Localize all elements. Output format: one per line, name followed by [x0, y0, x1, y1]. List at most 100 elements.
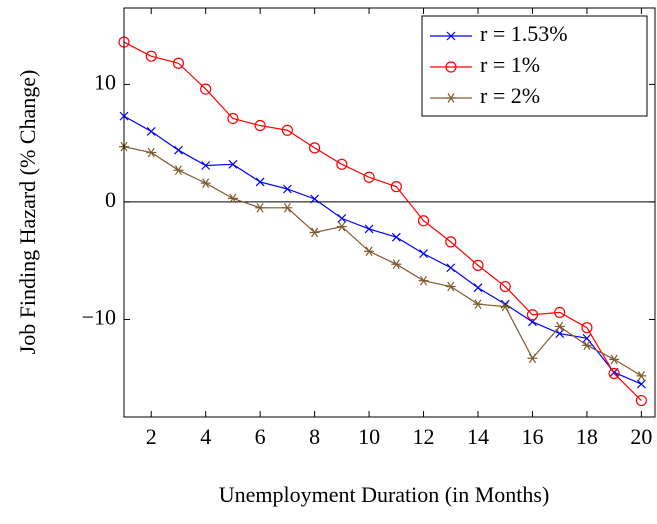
marker-stroke: [256, 202, 264, 213]
legend-marker: [446, 31, 456, 41]
data-point: [309, 142, 321, 154]
data-point: [609, 354, 620, 365]
data-point: [228, 159, 238, 169]
marker-stroke: [365, 246, 373, 257]
marker-stroke: [528, 353, 536, 364]
marker-circle: [445, 61, 457, 73]
legend-marker: [446, 93, 456, 103]
marker-stroke: [610, 354, 618, 365]
data-point: [227, 193, 238, 204]
x-tick-label: 20: [630, 424, 652, 449]
data-point: [499, 280, 511, 293]
data-point: [527, 353, 538, 364]
data-point: [391, 259, 402, 270]
marker-stroke: [311, 227, 319, 238]
marker-circle: [200, 83, 212, 95]
marker-stroke: [501, 301, 509, 312]
marker-stroke: [202, 178, 210, 188]
marker-circle: [390, 181, 402, 193]
x-tick-label: 18: [576, 424, 598, 449]
data-point: [581, 340, 592, 351]
marker-circle: [145, 50, 157, 62]
x-tick-label: 10: [358, 424, 380, 449]
marker-circle: [608, 367, 620, 380]
data-point: [173, 165, 184, 176]
marker-stroke: [420, 275, 428, 286]
marker-stroke: [229, 193, 237, 204]
marker-stroke: [146, 126, 156, 136]
marker-stroke: [282, 184, 292, 194]
data-point: [255, 177, 265, 187]
data-point: [391, 232, 401, 242]
x-tick-label: 12: [413, 424, 435, 449]
data-point: [255, 202, 266, 213]
marker-circle: [554, 306, 566, 318]
data-point: [201, 161, 211, 170]
marker-circle: [172, 57, 185, 69]
data-point: [146, 147, 157, 158]
data-point: [581, 322, 593, 334]
marker-stroke: [310, 194, 320, 204]
x-tick-label: 14: [467, 424, 489, 449]
data-point: [282, 202, 293, 213]
data-point: [445, 236, 457, 248]
marker-stroke: [583, 340, 591, 351]
data-point: [281, 124, 293, 136]
marker-stroke: [147, 147, 155, 158]
data-point: [608, 367, 620, 380]
marker-circle: [581, 322, 593, 334]
data-point: [445, 281, 456, 292]
data-point: [446, 263, 456, 273]
legend-marker: [445, 61, 457, 73]
data-point: [227, 112, 239, 125]
data-point: [554, 321, 565, 332]
marker-stroke: [447, 281, 455, 292]
x-tick-label: 2: [146, 424, 157, 449]
data-point: [172, 57, 185, 69]
marker-stroke: [556, 321, 564, 332]
marker-stroke: [255, 177, 265, 187]
data-point: [174, 145, 183, 155]
x-axis-label: Unemployment Duration (in Months): [219, 482, 550, 507]
data-point: [472, 259, 484, 271]
legend-box: [421, 15, 648, 117]
y-axis-label: Job Finding Hazard (% Change): [15, 70, 40, 355]
data-point: [473, 283, 483, 293]
marker-stroke: [228, 159, 238, 169]
marker-circle: [635, 394, 647, 407]
data-point: [200, 178, 211, 188]
marker-stroke: [392, 259, 400, 270]
x-tick-label: 16: [521, 424, 543, 449]
y-tick-label: 10: [94, 69, 116, 94]
x-tick-label: 6: [255, 424, 266, 449]
data-point: [526, 309, 539, 321]
marker-circle: [526, 309, 539, 321]
marker-stroke: [474, 299, 482, 310]
data-point: [145, 50, 157, 62]
marker-circle: [363, 171, 375, 183]
data-point: [146, 126, 156, 136]
marker-circle: [227, 112, 239, 125]
data-point: [636, 371, 647, 381]
plot-frame: [123, 7, 656, 418]
data-point: [554, 306, 566, 318]
marker-circle: [254, 119, 266, 132]
marker-stroke: [338, 221, 346, 232]
marker-stroke: [419, 249, 428, 259]
marker-stroke: [446, 31, 456, 41]
data-point: [636, 379, 646, 389]
marker-circle: [309, 142, 321, 154]
data-point: [418, 275, 429, 286]
data-point: [282, 184, 292, 194]
marker-stroke: [391, 232, 401, 242]
marker-stroke: [337, 213, 347, 223]
legend-label: r = 1.53%: [480, 21, 568, 46]
data-point: [635, 394, 647, 407]
data-point: [200, 83, 212, 95]
data-point: [500, 301, 511, 312]
legend-label: r = 1%: [480, 52, 540, 77]
data-point: [336, 221, 347, 232]
marker-stroke: [473, 283, 483, 293]
data-point: [363, 171, 375, 183]
